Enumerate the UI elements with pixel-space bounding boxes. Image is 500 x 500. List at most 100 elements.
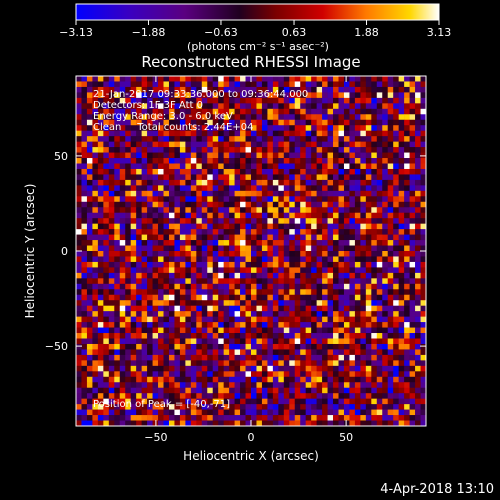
heatmap-cell — [409, 349, 416, 356]
heatmap-cell — [267, 174, 274, 181]
heatmap-cell — [333, 114, 339, 121]
heatmap-cell — [158, 158, 164, 164]
heatmap-cell — [283, 207, 290, 214]
heatmap-cell — [147, 354, 153, 361]
heatmap-cell — [349, 201, 356, 208]
heatmap-cell — [218, 114, 224, 121]
heatmap-cell — [81, 108, 88, 115]
heatmap-cell — [245, 343, 252, 350]
heatmap-cell — [289, 300, 296, 306]
heatmap-cell — [349, 272, 356, 279]
heatmap-cell — [267, 261, 274, 268]
heatmap-cell — [234, 311, 241, 317]
heatmap-cell — [409, 136, 416, 142]
heatmap-cell — [229, 316, 235, 323]
heatmap-cell — [179, 92, 186, 99]
heatmap-cell — [289, 261, 296, 268]
heatmap-cell — [376, 338, 383, 345]
heatmap-cell — [360, 103, 367, 110]
heatmap-cell — [223, 278, 230, 285]
heatmap-cell — [376, 409, 383, 416]
heatmap-cell — [97, 163, 104, 170]
heatmap-cell — [251, 125, 257, 131]
heatmap-cell — [108, 245, 115, 252]
heatmap-cell — [251, 207, 257, 214]
heatmap-cell — [103, 223, 110, 230]
heatmap-cell — [409, 190, 416, 197]
heatmap-cell — [190, 147, 197, 153]
heatmap-cell — [207, 338, 214, 345]
heatmap-cell — [147, 349, 153, 356]
heatmap-cell — [207, 267, 214, 274]
heatmap-cell — [245, 283, 252, 290]
heatmap-cell — [349, 196, 356, 203]
heatmap-cell — [393, 174, 399, 181]
heatmap-cell — [294, 119, 301, 126]
heatmap-cell — [349, 354, 356, 361]
heatmap-cell — [119, 360, 126, 367]
heatmap-cell — [294, 316, 301, 323]
heatmap-cell — [207, 223, 214, 230]
heatmap-cell — [398, 207, 405, 214]
heatmap-cell — [179, 174, 186, 181]
heatmap-cell — [114, 147, 121, 153]
heatmap-cell — [240, 338, 246, 345]
heatmap-cell — [141, 86, 148, 93]
heatmap-cell — [316, 327, 323, 334]
heatmap-cell — [376, 76, 383, 82]
heatmap-cell — [272, 163, 279, 170]
heatmap-cell — [294, 141, 301, 148]
heatmap-cell — [108, 376, 115, 383]
heatmap-cell — [404, 168, 410, 175]
heatmap-cell — [360, 163, 367, 170]
heatmap-cell — [86, 311, 93, 317]
heatmap-cell — [289, 322, 296, 328]
heatmap-cell — [382, 398, 389, 405]
heatmap-cell — [81, 415, 88, 421]
heatmap-cell — [179, 86, 186, 93]
heatmap-cell — [207, 382, 214, 389]
heatmap-cell — [190, 81, 197, 88]
heatmap-cell — [147, 174, 153, 181]
heatmap-cell — [415, 415, 421, 421]
heatmap-cell — [256, 158, 263, 164]
heatmap-cell — [316, 86, 323, 93]
heatmap-cell — [294, 136, 301, 142]
y-tick-label: −50 — [45, 340, 68, 353]
heatmap-cell — [152, 398, 159, 405]
heatmap-cell — [349, 136, 356, 142]
heatmap-cell — [316, 415, 323, 421]
heatmap-cell — [130, 278, 137, 285]
heatmap-cell — [147, 240, 153, 246]
heatmap-cell — [333, 365, 339, 372]
heatmap-cell — [256, 322, 263, 328]
heatmap-cell — [141, 92, 148, 99]
heatmap-cell — [234, 76, 241, 82]
heatmap-cell — [300, 398, 306, 405]
heatmap-cell — [382, 92, 389, 99]
heatmap-cell — [229, 207, 235, 214]
colorbar-frame — [75, 3, 440, 21]
heatmap-cell — [343, 136, 350, 142]
heatmap-cell — [97, 283, 104, 290]
heatmap-cell — [185, 415, 192, 421]
heatmap-cell — [289, 168, 296, 175]
heatmap-cell — [251, 158, 257, 164]
heatmap-cell — [97, 245, 104, 252]
heatmap-cell — [393, 97, 399, 104]
heatmap-cell — [283, 141, 290, 148]
heatmap-cell — [415, 76, 421, 82]
heatmap-cell — [256, 327, 263, 334]
heatmap-cell — [283, 420, 290, 427]
heatmap-cell — [311, 251, 317, 257]
heatmap-cell — [376, 125, 383, 131]
heatmap-cell — [251, 245, 257, 252]
heatmap-cell — [409, 86, 416, 93]
heatmap-cell — [398, 305, 405, 312]
heatmap-cell — [354, 125, 361, 131]
heatmap-cell — [404, 86, 410, 93]
heatmap-cell — [152, 240, 159, 246]
heatmap-cell — [147, 294, 153, 301]
heatmap-cell — [158, 92, 164, 99]
heatmap-cell — [240, 376, 246, 383]
